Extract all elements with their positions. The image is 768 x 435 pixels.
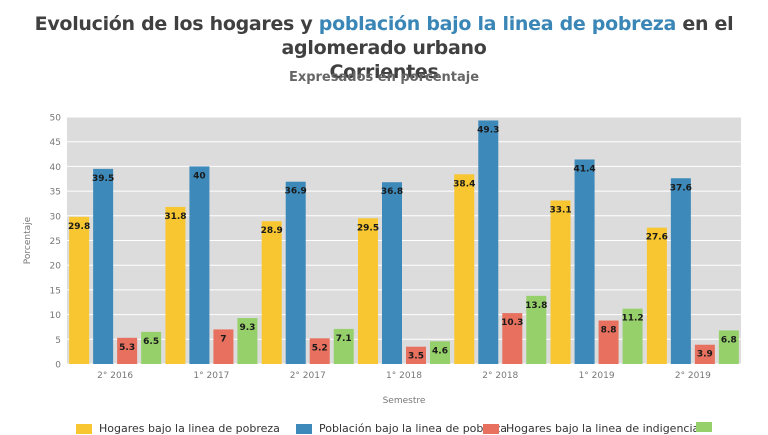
x-tick-label: 2° 2016	[97, 371, 133, 381]
legend-label: Hogares bajo la linea de pobreza	[99, 422, 280, 435]
data-label: 5.3	[119, 343, 135, 353]
data-label: 37.6	[670, 183, 692, 193]
y-tick-label: 40	[50, 163, 62, 173]
legend-label: Población bajo la linea de pobreza	[319, 422, 507, 435]
data-label: 7	[220, 334, 226, 344]
legend-item[interactable]: Hogares bajo la linea de pobreza	[76, 422, 280, 435]
data-label: 8.8	[601, 326, 617, 336]
data-label: 40	[193, 171, 206, 181]
bar	[309, 338, 330, 364]
title-line2: Corrientes	[329, 61, 439, 83]
bar	[333, 328, 354, 364]
y-tick-label: 0	[55, 361, 61, 371]
legend-swatch	[696, 422, 712, 432]
bar	[189, 166, 210, 364]
legend-swatch	[296, 423, 312, 434]
y-tick-label: 50	[50, 114, 62, 124]
legend-item[interactable]: Hogares bajo la linea de indigencia	[483, 422, 699, 435]
data-label: 6.8	[721, 335, 737, 345]
bar	[237, 318, 258, 364]
data-label: 38.4	[453, 179, 475, 189]
data-label: 36.9	[285, 187, 307, 197]
y-tick-label: 10	[50, 311, 62, 321]
bar	[358, 218, 378, 364]
bar	[430, 341, 450, 364]
bar	[574, 159, 595, 364]
data-label: 36.8	[381, 187, 403, 197]
data-label: 49.3	[477, 125, 499, 135]
x-tick-label: 2° 2019	[675, 371, 711, 381]
data-label: 29.8	[68, 222, 90, 232]
data-label: 4.6	[432, 346, 448, 356]
x-tick-label: 1° 2019	[579, 371, 615, 381]
bar	[502, 313, 523, 364]
chart-legend: Hogares bajo la linea de pobreza Població…	[76, 422, 768, 435]
legend-swatch	[76, 423, 92, 434]
legend-item[interactable]: Población bajo la linea de pobreza	[296, 422, 507, 435]
y-tick-label: 35	[50, 188, 61, 198]
title-part1: Evolución de los hogares y	[34, 13, 319, 35]
bar	[670, 178, 691, 364]
bar	[454, 174, 475, 364]
y-tick-label: 5	[55, 336, 61, 346]
legend-label: Hogares bajo la linea de indigencia	[506, 422, 700, 435]
data-label: 11.2	[621, 314, 643, 324]
bar	[69, 216, 90, 364]
data-label: 5.2	[312, 343, 328, 353]
bar	[382, 182, 402, 364]
data-label: 27.6	[646, 233, 668, 243]
data-label: 3.9	[697, 350, 713, 360]
data-label: 3.5	[408, 352, 424, 362]
y-axis-label: Porcentaje	[23, 216, 33, 264]
data-label: 10.3	[501, 318, 523, 328]
bar	[598, 320, 619, 364]
title-part2: en el aglomerado urbano	[281, 13, 734, 59]
bar	[117, 337, 138, 364]
data-label: 13.8	[525, 301, 547, 311]
data-label: 7.1	[336, 334, 352, 344]
x-tick-label: 2° 2018	[482, 371, 518, 381]
y-tick-label: 15	[50, 286, 61, 296]
bar	[550, 200, 571, 364]
x-axis-label: Semestre	[383, 396, 426, 406]
data-label: 28.9	[261, 226, 283, 236]
y-tick-label: 20	[50, 262, 62, 272]
bar	[622, 308, 643, 364]
data-label: 39.5	[92, 174, 114, 184]
bar	[526, 295, 547, 364]
data-label: 9.3	[239, 323, 255, 333]
data-label: 6.5	[143, 337, 159, 347]
x-tick-label: 1° 2017	[193, 371, 229, 381]
data-label: 31.8	[164, 212, 186, 222]
data-label: 41.4	[573, 164, 595, 174]
y-tick-label: 30	[50, 212, 62, 222]
title-highlight: población bajo la linea de pobreza	[318, 13, 677, 35]
bar	[285, 181, 306, 364]
bar	[93, 168, 114, 364]
bar	[165, 206, 186, 364]
bar	[261, 221, 282, 364]
bar	[213, 329, 234, 364]
chart-subtitle: Expresados en porcentaje	[288, 70, 480, 85]
bar	[694, 344, 715, 364]
bar	[718, 330, 739, 364]
y-tick-label: 25	[50, 237, 61, 247]
bar	[406, 346, 426, 364]
bar	[478, 120, 499, 364]
bar	[141, 331, 162, 364]
data-label: 29.5	[357, 223, 379, 233]
data-label: 33.1	[549, 205, 571, 215]
y-tick-label: 45	[50, 138, 61, 148]
x-tick-label: 1° 2018	[386, 371, 422, 381]
chart-title: Evolución de los hogares y población baj…	[0, 12, 768, 84]
bar	[646, 227, 667, 364]
legend-swatch	[483, 423, 499, 434]
legend-item[interactable]	[696, 422, 719, 432]
x-tick-label: 2° 2017	[290, 371, 326, 381]
